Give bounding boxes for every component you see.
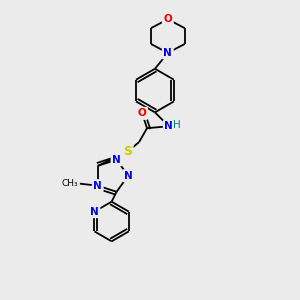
- Text: O: O: [138, 108, 146, 118]
- Text: N: N: [112, 155, 121, 165]
- Text: N: N: [164, 121, 173, 131]
- Text: O: O: [164, 14, 172, 24]
- Text: CH₃: CH₃: [61, 179, 78, 188]
- Text: H: H: [173, 120, 181, 130]
- Text: N: N: [90, 207, 99, 217]
- Text: N: N: [93, 181, 102, 191]
- Text: N: N: [164, 48, 172, 58]
- Text: S: S: [123, 146, 132, 158]
- Text: N: N: [124, 171, 133, 181]
